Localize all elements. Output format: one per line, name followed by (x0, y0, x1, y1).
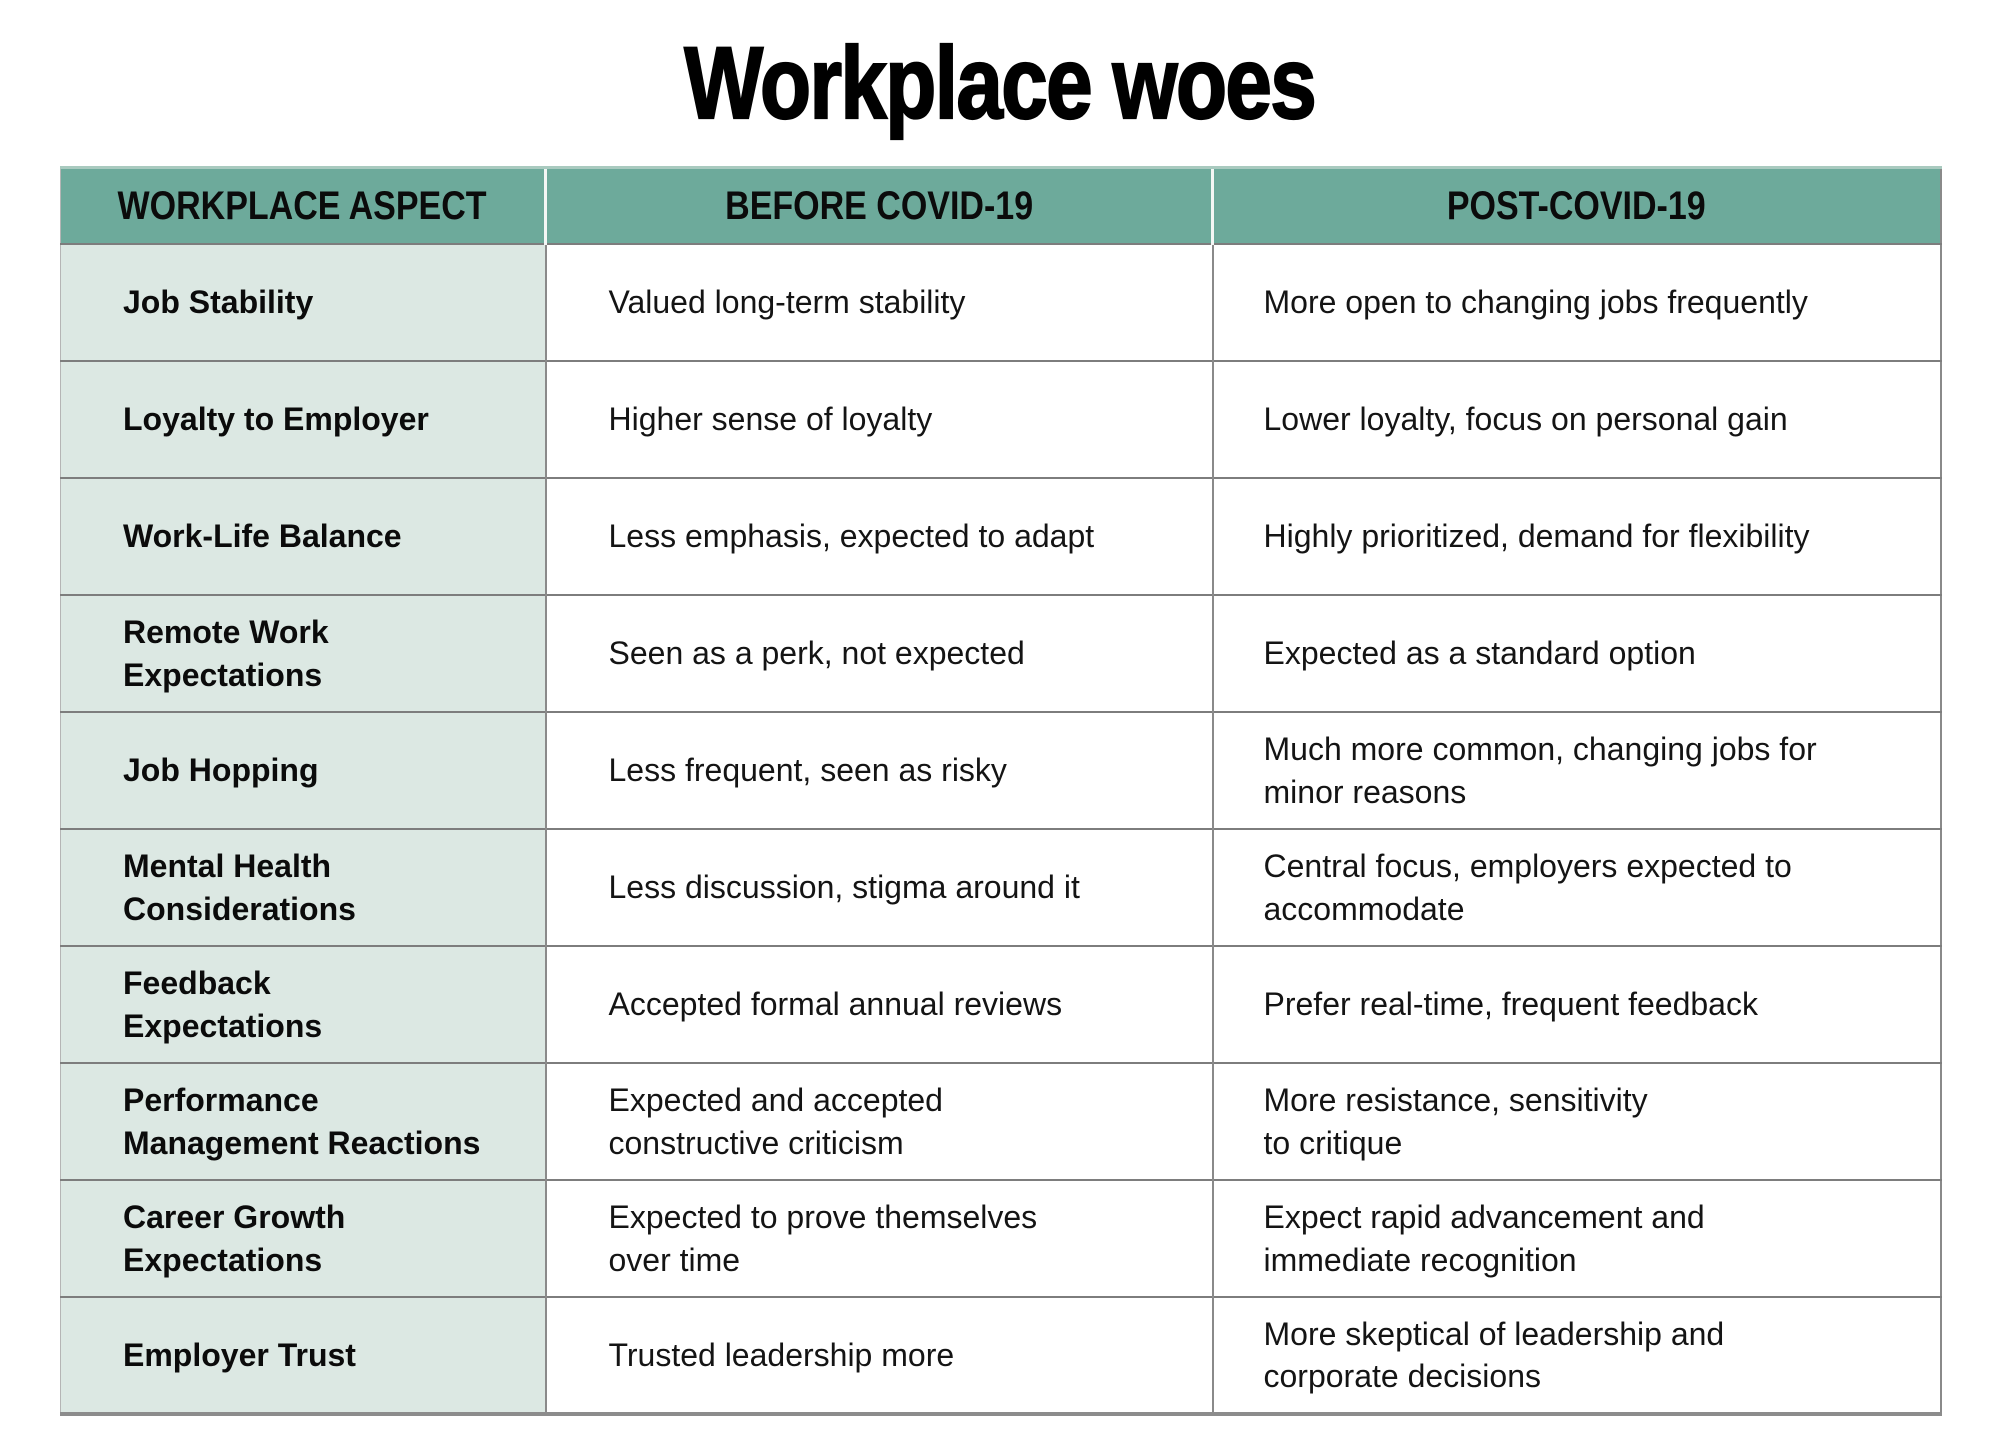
before-covid-cell: Less emphasis, expected to adapt (544, 477, 1213, 595)
table-row: Remote Work Expectations Seen as a perk,… (60, 594, 1941, 712)
before-covid-cell: Less frequent, seen as risky (544, 711, 1213, 829)
aspect-cell: Remote Work Expectations (60, 594, 546, 712)
before-covid-cell: Seen as a perk, not expected (544, 594, 1213, 712)
aspect-cell: Job Stability (60, 243, 546, 361)
table-row: Feedback Expectations Accepted formal an… (60, 945, 1941, 1063)
aspect-cell: Employer Trust (60, 1296, 546, 1414)
post-covid-cell: More resistance, sensitivity to critique (1211, 1062, 1941, 1180)
table-row: Job Stability Valued long-term stability… (60, 243, 1941, 361)
before-covid-cell: Trusted leadership more (544, 1296, 1213, 1414)
before-covid-cell: Expected to prove themselves over time (544, 1179, 1213, 1297)
header-workplace-aspect: WORKPLACE ASPECT (60, 166, 546, 244)
aspect-cell: Job Hopping (60, 711, 546, 829)
post-covid-cell: Lower loyalty, focus on personal gain (1211, 360, 1941, 478)
aspect-cell: Career Growth Expectations (60, 1179, 546, 1297)
table-header-row: WORKPLACE ASPECT BEFORE COVID-19 POST-CO… (60, 166, 1941, 244)
table-row: Employer Trust Trusted leadership more M… (60, 1296, 1941, 1414)
aspect-cell: Work-Life Balance (60, 477, 546, 595)
post-covid-cell: Prefer real-time, frequent feedback (1211, 945, 1941, 1063)
comparison-table: WORKPLACE ASPECT BEFORE COVID-19 POST-CO… (60, 166, 1942, 1416)
header-before-covid: BEFORE COVID-19 (544, 166, 1213, 244)
header-post-covid-label: POST-COVID-19 (1447, 183, 1707, 228)
post-covid-cell: Highly prioritized, demand for flexibili… (1211, 477, 1941, 595)
aspect-cell: Feedback Expectations (60, 945, 546, 1063)
header-before-covid-label: BEFORE COVID-19 (725, 183, 1033, 228)
before-covid-cell: Expected and accepted constructive criti… (544, 1062, 1213, 1180)
table-row: Work-Life Balance Less emphasis, expecte… (60, 477, 1941, 595)
post-covid-cell: More skeptical of leadership and corpora… (1211, 1296, 1941, 1414)
table-row: Loyalty to Employer Higher sense of loya… (60, 360, 1941, 478)
before-covid-cell: Higher sense of loyalty (544, 360, 1213, 478)
header-workplace-aspect-label: WORKPLACE ASPECT (118, 183, 487, 228)
table-body: Job Stability Valued long-term stability… (60, 243, 1941, 1414)
table-row: Performance Management Reactions Expecte… (60, 1062, 1941, 1180)
aspect-cell: Mental Health Considerations (60, 828, 546, 946)
aspect-cell: Loyalty to Employer (60, 360, 546, 478)
table-row: Job Hopping Less frequent, seen as risky… (60, 711, 1941, 829)
before-covid-cell: Valued long-term stability (544, 243, 1213, 361)
post-covid-cell: Central focus, employers expected to acc… (1211, 828, 1941, 946)
page-title: Workplace woes (684, 24, 1318, 140)
table-row: Career Growth Expectations Expected to p… (60, 1179, 1941, 1297)
aspect-cell: Performance Management Reactions (60, 1062, 546, 1180)
post-covid-cell: Expected as a standard option (1211, 594, 1941, 712)
post-covid-cell: Expect rapid advancement and immediate r… (1211, 1179, 1941, 1297)
title-bar: Workplace woes (0, 0, 2000, 166)
header-post-covid: POST-COVID-19 (1211, 166, 1941, 244)
table-row: Mental Health Considerations Less discus… (60, 828, 1941, 946)
before-covid-cell: Less discussion, stigma around it (544, 828, 1213, 946)
post-covid-cell: More open to changing jobs frequently (1211, 243, 1941, 361)
post-covid-cell: Much more common, changing jobs for mino… (1211, 711, 1941, 829)
before-covid-cell: Accepted formal annual reviews (544, 945, 1213, 1063)
